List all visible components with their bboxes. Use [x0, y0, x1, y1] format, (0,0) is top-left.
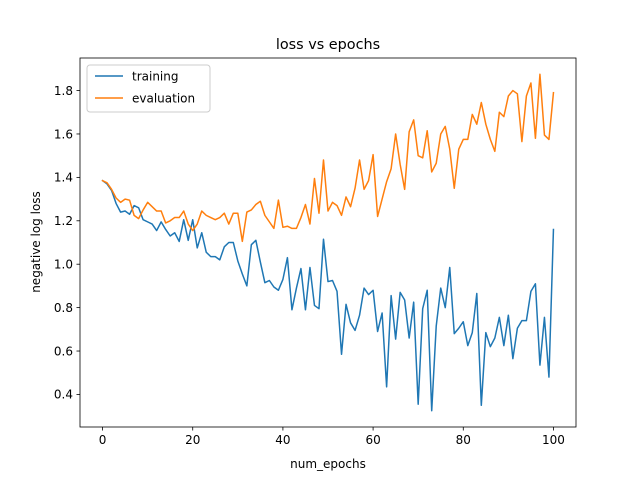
y-tick-label: 0.4 — [54, 388, 73, 402]
y-tick-label: 1.6 — [54, 127, 73, 141]
x-tick-label: 100 — [542, 433, 565, 447]
series-line-training — [101, 179, 555, 412]
y-tick-label: 0.6 — [54, 344, 73, 358]
x-tick-label: 40 — [275, 433, 290, 447]
x-tick-label: 0 — [99, 433, 107, 447]
y-tick-label: 0.8 — [54, 301, 73, 315]
y-axis-label: negative log loss — [29, 191, 43, 293]
x-tick-label: 60 — [365, 433, 380, 447]
y-tick-label: 1.2 — [54, 214, 73, 228]
y-tick-label: 1.4 — [54, 171, 73, 185]
legend-label-training: training — [132, 69, 179, 83]
legend: training evaluation — [86, 64, 211, 113]
x-tick-label: 80 — [456, 433, 471, 447]
series-line-evaluation — [101, 73, 555, 243]
y-tick-label: 1.8 — [54, 84, 73, 98]
plot-area: 0 20 40 60 80 100 0.4 0.6 0.8 1.0 1.2 1.4 1.6 1.8 — [54, 57, 577, 447]
chart-title: loss vs epochs — [276, 37, 380, 53]
legend-label-evaluation: evaluation — [132, 91, 195, 105]
y-tick-label: 1.0 — [54, 258, 73, 272]
axes-frame — [79, 57, 577, 428]
x-tick-label: 20 — [185, 433, 200, 447]
x-axis-label: num_epochs — [290, 457, 366, 471]
